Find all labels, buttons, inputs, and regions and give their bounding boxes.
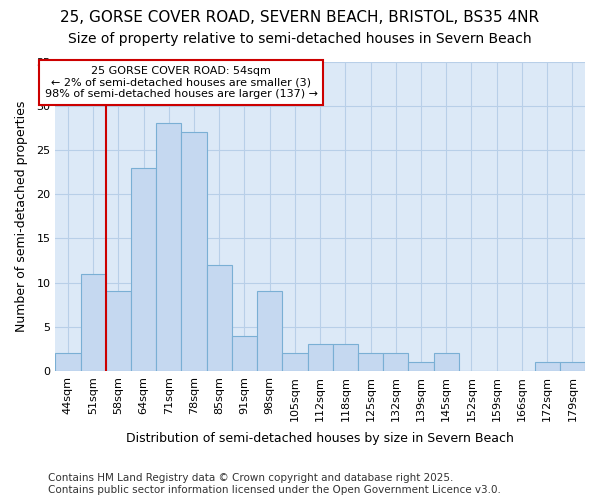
X-axis label: Distribution of semi-detached houses by size in Severn Beach: Distribution of semi-detached houses by … [126,432,514,445]
Bar [206,265,232,371]
Bar [434,354,459,371]
Bar [383,354,409,371]
Bar [55,354,80,371]
Y-axis label: Number of semi-detached properties: Number of semi-detached properties [15,100,28,332]
Bar [333,344,358,371]
Bar [308,344,333,371]
Bar [358,354,383,371]
Bar [181,132,206,371]
Bar [257,292,283,371]
Text: Contains HM Land Registry data © Crown copyright and database right 2025.
Contai: Contains HM Land Registry data © Crown c… [48,474,501,495]
Bar [131,168,156,371]
Bar [106,292,131,371]
Text: Size of property relative to semi-detached houses in Severn Beach: Size of property relative to semi-detach… [68,32,532,46]
Bar [409,362,434,371]
Bar [156,124,181,371]
Bar [535,362,560,371]
Text: 25, GORSE COVER ROAD, SEVERN BEACH, BRISTOL, BS35 4NR: 25, GORSE COVER ROAD, SEVERN BEACH, BRIS… [61,10,539,25]
Bar [232,336,257,371]
Bar [560,362,585,371]
Bar [283,354,308,371]
Bar [80,274,106,371]
Text: 25 GORSE COVER ROAD: 54sqm
← 2% of semi-detached houses are smaller (3)
98% of s: 25 GORSE COVER ROAD: 54sqm ← 2% of semi-… [45,66,318,99]
